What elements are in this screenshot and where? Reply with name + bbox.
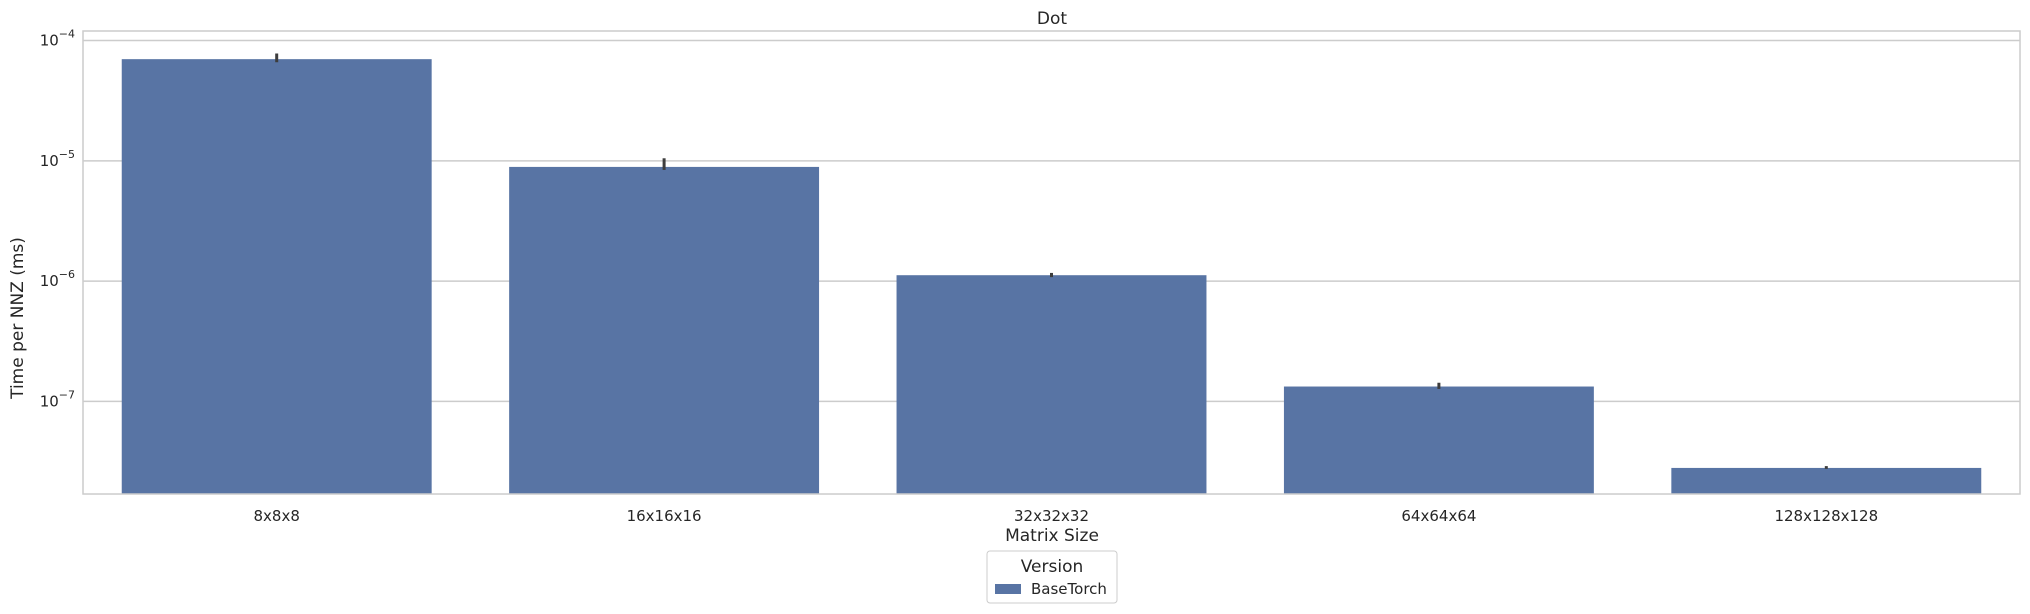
x-tick-label: 64x64x64 [1401, 507, 1476, 525]
chart-title: Dot [1037, 9, 1067, 29]
y-tick-exponent: −6 [59, 268, 75, 281]
y-tick-labels: 10−410−510−610−7 [40, 28, 75, 411]
x-tick-labels: 8x8x8 16x16x16 32x32x32 64x64x64 128x128x128 [254, 507, 1879, 525]
legend: Version BaseTorch [986, 550, 1118, 604]
legend-swatch [995, 584, 1021, 594]
bar-16x16x16 [509, 166, 820, 494]
y-tick-base: 10 [40, 392, 59, 410]
y-tick-label: 10−6 [40, 268, 75, 290]
x-tick-label: 8x8x8 [254, 507, 300, 525]
y-tick-label: 10−4 [40, 28, 75, 50]
legend-entry-label: BaseTorch [1031, 580, 1107, 598]
bars [121, 59, 1982, 494]
y-axis-label: Time per NNZ (ms) [8, 237, 28, 400]
x-tick-label: 16x16x16 [627, 507, 702, 525]
legend-title: Version [1021, 557, 1084, 577]
y-tick-exponent: −4 [59, 28, 75, 41]
y-tick-base: 10 [40, 272, 59, 290]
x-axis-label: Matrix Size [1005, 526, 1099, 546]
y-tick-base: 10 [40, 152, 59, 170]
bar-32x32x32 [896, 275, 1207, 494]
y-tick-label: 10−7 [40, 388, 75, 410]
x-tick-label: 32x32x32 [1014, 507, 1089, 525]
bar-128x128x128 [1671, 467, 1982, 494]
y-tick-exponent: −7 [59, 388, 75, 401]
y-tick-base: 10 [40, 32, 59, 50]
y-tick-label: 10−5 [40, 148, 75, 170]
error-bars [275, 53, 1828, 469]
y-tick-exponent: −5 [59, 148, 75, 161]
bar-8x8x8 [121, 59, 432, 494]
plot-frame [82, 30, 2021, 495]
x-tick-label: 128x128x128 [1774, 507, 1878, 525]
bar-64x64x64 [1283, 386, 1594, 494]
